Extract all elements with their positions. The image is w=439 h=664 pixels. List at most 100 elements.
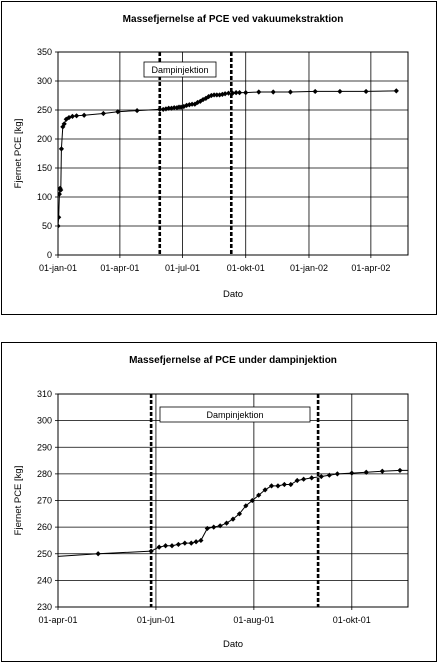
data-point (217, 523, 223, 529)
y-tick-label: 250 (37, 549, 52, 559)
x-tick-label: 01-jun-01 (137, 615, 175, 625)
data-point (216, 92, 223, 98)
data-point (294, 477, 300, 484)
y-tick-label: 240 (37, 575, 52, 585)
data-point (275, 483, 281, 489)
data-point (249, 497, 255, 504)
data-point (166, 105, 172, 111)
y-tick-label: 50 (42, 221, 52, 231)
x-tick-label: 01-jan-01 (39, 263, 77, 273)
y-tick-label: 350 (37, 47, 52, 57)
data-point (211, 92, 217, 98)
plot-area-frame (57, 51, 409, 256)
x-axis-label: Dato (223, 289, 243, 300)
data-point (169, 543, 175, 549)
annotation-label: Dampinjektion (151, 65, 208, 75)
x-tick-label: 01-okt-01 (227, 263, 265, 273)
data-point (337, 88, 343, 95)
y-tick-label: 200 (37, 134, 52, 144)
plot-area-frame (57, 393, 409, 608)
data-point (309, 475, 315, 481)
data-point (318, 473, 324, 480)
data-point (230, 516, 236, 522)
data-point (363, 88, 369, 95)
y-axis-label: Fjernet PCE [kg] (13, 119, 24, 189)
data-point (287, 89, 294, 95)
data-point (334, 471, 340, 477)
chart-title: Massefjernelse af PCE under dampinjektio… (129, 355, 337, 366)
data-point (222, 91, 228, 97)
x-tick-label: 01-apr-01 (100, 263, 139, 273)
data-point (95, 551, 101, 557)
y-tick-label: 230 (37, 602, 52, 612)
data-point (115, 109, 121, 115)
data-point (326, 472, 332, 478)
chart-2: Massefjernelse af PCE under dampinjektio… (13, 355, 409, 650)
data-point (171, 105, 177, 111)
data-point (58, 146, 65, 152)
data-point (58, 214, 62, 220)
data-point (214, 92, 220, 98)
data-point (397, 467, 403, 474)
data-point (188, 540, 194, 546)
data-point (198, 537, 204, 544)
y-tick-label: 150 (37, 163, 52, 173)
data-point (73, 113, 80, 119)
annotation-box (159, 406, 311, 423)
chart-panel-1: Massefjernelse af PCE ved vakuumekstrakt… (1, 1, 437, 315)
data-point (270, 89, 276, 95)
data-point (81, 112, 87, 118)
series-group (58, 467, 408, 557)
data-point (281, 481, 287, 488)
data-point (233, 90, 239, 96)
data-point (393, 88, 399, 94)
data-point (230, 90, 236, 96)
data-point (148, 548, 154, 554)
data-point (243, 90, 249, 96)
data-point (189, 101, 195, 107)
x-tick-label: 01-jan-02 (290, 263, 328, 273)
data-point (225, 90, 232, 96)
data-point (156, 544, 162, 550)
series-group (58, 88, 399, 229)
y-tick-label: 300 (37, 416, 52, 426)
data-point (312, 88, 318, 95)
data-point (58, 223, 61, 229)
data-point (288, 481, 294, 488)
data-point (243, 503, 249, 509)
data-point (236, 511, 243, 517)
y-tick-label: 290 (37, 442, 52, 452)
chart-1: Massefjernelse af PCE ved vakuumekstrakt… (13, 14, 409, 300)
y-tick-label: 260 (37, 522, 52, 532)
y-tick-label: 270 (37, 496, 52, 506)
y-tick-label: 300 (37, 76, 52, 86)
x-tick-label: 01-apr-02 (351, 263, 390, 273)
data-point (157, 106, 163, 113)
data-point (256, 89, 262, 95)
y-tick-label: 250 (37, 105, 52, 115)
data-point (211, 524, 217, 530)
x-tick-label: 01-aug-01 (233, 615, 274, 625)
y-axis-label: Fjernet PCE [kg] (13, 466, 24, 536)
data-point (236, 90, 243, 96)
series-line (58, 469, 408, 557)
x-tick-label: 01-jul-01 (165, 263, 200, 273)
y-tick-label: 0 (47, 250, 52, 260)
y-tick-label: 100 (37, 192, 52, 202)
data-point (204, 525, 210, 532)
chart-panel-2: Massefjernelse af PCE under dampinjektio… (1, 342, 437, 662)
data-point (58, 187, 64, 193)
data-point (160, 106, 166, 113)
data-point (379, 468, 385, 474)
data-point (186, 102, 192, 108)
chart-title: Massefjernelse af PCE ved vakuumekstrakt… (123, 14, 344, 25)
series-line (58, 90, 397, 227)
data-point (162, 543, 169, 549)
data-point (301, 476, 307, 482)
data-point (69, 113, 76, 119)
data-point (61, 121, 67, 127)
data-point (349, 470, 355, 476)
data-point (223, 520, 230, 526)
annotation-label: Dampinjektion (206, 410, 263, 420)
x-tick-label: 01-okt-01 (333, 615, 371, 625)
